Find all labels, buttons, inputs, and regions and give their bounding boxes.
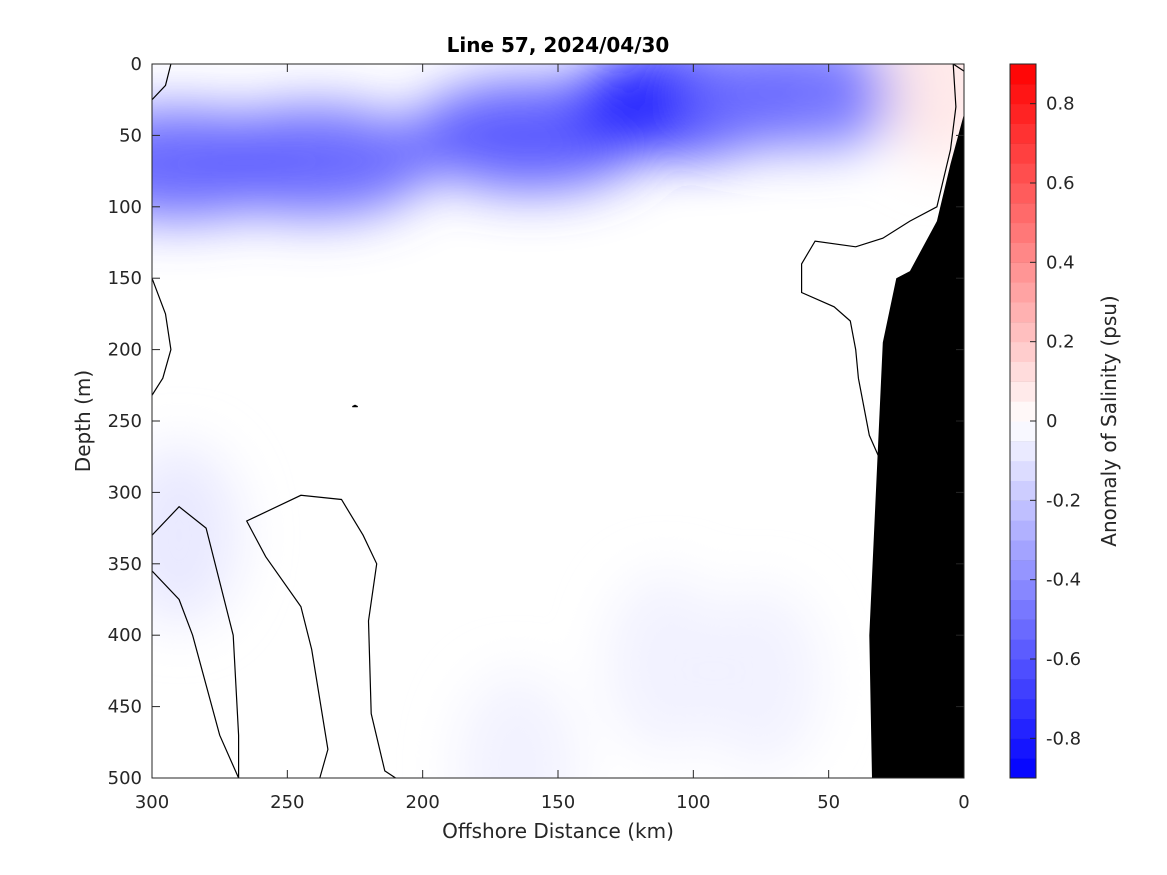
seafloor-layer: [869, 114, 964, 778]
colorbar-swatch: [1010, 302, 1036, 323]
y-tick-label: 500: [108, 768, 142, 789]
anomaly-field: [152, 64, 964, 778]
chart-title: Line 57, 2024/04/30: [447, 33, 670, 57]
colorbar-swatch: [1010, 698, 1036, 719]
seafloor-bathymetry: [869, 114, 964, 778]
y-axis-label: Depth (m): [71, 370, 95, 472]
y-tick-label: 350: [108, 554, 142, 575]
colorbar-swatch: [1010, 123, 1036, 144]
colorbar-swatch: [1010, 500, 1036, 521]
x-tick-label: 150: [541, 792, 575, 813]
colorbar-swatch: [1010, 163, 1036, 184]
colorbar-swatch: [1010, 321, 1036, 343]
anomaly-feature-8: [701, 588, 821, 769]
y-tick-label: 0: [131, 54, 142, 75]
colorbar-swatch: [1010, 143, 1036, 164]
colorbar-tick-label: 0.2: [1046, 332, 1075, 353]
anomaly-feature-7: [457, 673, 578, 778]
zero-contour-lens-outline: [245, 494, 396, 778]
anomaly-feature-9: [606, 573, 727, 754]
y-tick-label: 250: [108, 411, 142, 432]
colorbar-swatch: [1010, 421, 1036, 442]
plot-area: [151, 63, 965, 779]
colorbar-swatch: [1010, 83, 1036, 105]
zero-contour-top-left: [152, 64, 172, 101]
y-axis-ticks: 0 50 100 150 200 250 300 350 400 450 500: [108, 54, 964, 789]
y-tick-label: 100: [108, 197, 142, 218]
colorbar-swatch: [1010, 183, 1036, 204]
colorbar-tick-label: 0.8: [1046, 94, 1075, 115]
colorbar-swatch: [1010, 103, 1036, 124]
x-tick-label: 200: [405, 792, 439, 813]
colorbar-tick-label: -0.6: [1046, 649, 1081, 670]
y-tick-label: 400: [108, 625, 142, 646]
colorbar-swatch: [1010, 758, 1036, 779]
x-axis-ticks: 300 250 200 150 100 50 0: [135, 64, 970, 813]
colorbar-swatches: [1010, 63, 1036, 779]
zero-contour-lens-bottom-left: [152, 505, 240, 778]
colorbar-swatch: [1010, 202, 1036, 224]
x-tick-label: 300: [135, 792, 169, 813]
colorbar-swatch: [1010, 64, 1036, 85]
colorbar-swatch: [1010, 282, 1036, 303]
colorbar-swatch: [1010, 361, 1036, 382]
colorbar-swatch: [1010, 480, 1036, 501]
colorbar-swatch: [1010, 678, 1036, 700]
colorbar-swatch: [1010, 341, 1036, 362]
x-tick-label: 50: [817, 792, 840, 813]
colorbar-tick-label: 0.6: [1046, 173, 1075, 194]
x-tick-label: 250: [270, 792, 304, 813]
colorbar-swatch: [1010, 520, 1036, 541]
colorbar-swatch: [1010, 579, 1036, 600]
y-tick-label: 300: [108, 482, 142, 503]
colorbar-tick-label: 0.4: [1046, 252, 1075, 273]
colorbar-swatch: [1010, 559, 1036, 581]
colorbar-swatch: [1010, 639, 1036, 660]
x-axis-label: Offshore Distance (km): [442, 819, 674, 843]
colorbar-swatch: [1010, 381, 1036, 402]
colorbar-swatch: [1010, 440, 1036, 462]
colorbar-tick-label: -0.2: [1046, 490, 1081, 511]
colorbar-swatch: [1010, 222, 1036, 243]
zero-contour-left: [152, 277, 172, 396]
x-tick-label: 0: [958, 792, 969, 813]
colorbar-tick-label: -0.8: [1046, 728, 1081, 749]
colorbar-tick-label: 0: [1046, 411, 1057, 432]
colorbar-ticks: -0.8 -0.6 -0.4 -0.2 0 0.2 0.4 0.6 0.8: [1030, 94, 1081, 749]
colorbar-swatch: [1010, 619, 1036, 640]
colorbar: -0.8 -0.6 -0.4 -0.2 0 0.2 0.4 0.6 0.8 Anomaly of…: [1009, 63, 1121, 779]
anomaly-feature-1: [194, 106, 435, 217]
anomaly-feature-4: [681, 64, 922, 148]
colorbar-swatch: [1010, 242, 1036, 263]
colorbar-swatch: [1010, 540, 1036, 561]
colorbar-swatch: [1010, 659, 1036, 680]
y-tick-label: 150: [108, 268, 142, 289]
zero-contour-point: [352, 404, 358, 408]
colorbar-tick-label: -0.4: [1046, 570, 1081, 591]
y-tick-label: 50: [119, 125, 142, 146]
colorbar-swatch: [1010, 460, 1036, 481]
colorbar-label: Anomaly of Salinity (psu): [1097, 295, 1121, 546]
x-tick-label: 100: [676, 792, 710, 813]
colorbar-swatch: [1010, 401, 1036, 422]
colorbar-swatch: [1010, 599, 1036, 620]
anomaly-feature-6: [152, 445, 240, 626]
anomaly-feature-5: [882, 64, 964, 169]
colorbar-swatch: [1010, 718, 1036, 739]
y-tick-label: 450: [108, 697, 142, 718]
colorbar-swatch: [1010, 738, 1036, 759]
y-tick-label: 200: [108, 340, 142, 361]
anomaly-blobs: [152, 64, 964, 778]
colorbar-swatch: [1010, 262, 1036, 283]
